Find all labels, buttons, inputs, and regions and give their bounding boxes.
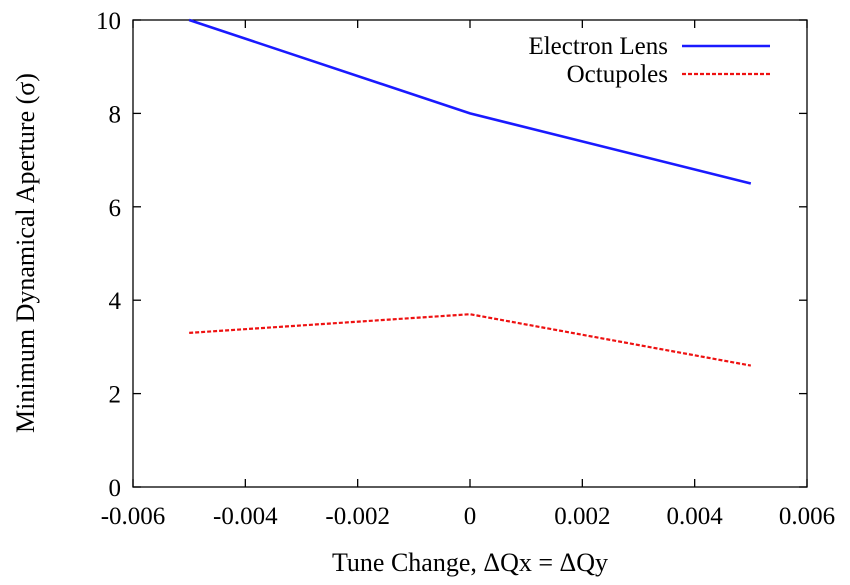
- tick-labels: -0.006 -0.004 -0.002 0 0.002 0.004 0.006 0 2 4 6 8 1…: [96, 8, 835, 530]
- x-tick-label: -0.006: [101, 503, 166, 530]
- series-line-electron-lens: [188, 18, 752, 185]
- x-tick-label: -0.004: [213, 503, 278, 530]
- x-tick-label: 0.004: [667, 503, 724, 530]
- y-tick-label: 8: [109, 101, 122, 128]
- x-tick-label: 0.002: [554, 503, 610, 530]
- legend-label: Octupoles: [567, 61, 668, 88]
- y-tick-label: 2: [109, 382, 122, 409]
- x-tick-label: 0: [464, 503, 477, 530]
- y-axis-label: Minimum Dynamical Aperture (σ): [11, 73, 40, 433]
- x-axis-label: Tune Change, ΔQx = ΔQy: [332, 548, 608, 577]
- x-tick-label: 0.006: [779, 503, 835, 530]
- series-line-octupoles: [189, 313, 752, 367]
- series-lines: [188, 18, 752, 367]
- legend-label: Electron Lens: [528, 33, 668, 60]
- y-tick-label: 4: [109, 288, 122, 315]
- plot-frame: [132, 19, 808, 488]
- axis-ticks: [132, 19, 808, 488]
- y-tick-label: 6: [109, 195, 122, 222]
- x-tick-label: -0.002: [325, 503, 390, 530]
- y-tick-label: 10: [96, 8, 121, 35]
- y-tick-label: 0: [109, 475, 122, 502]
